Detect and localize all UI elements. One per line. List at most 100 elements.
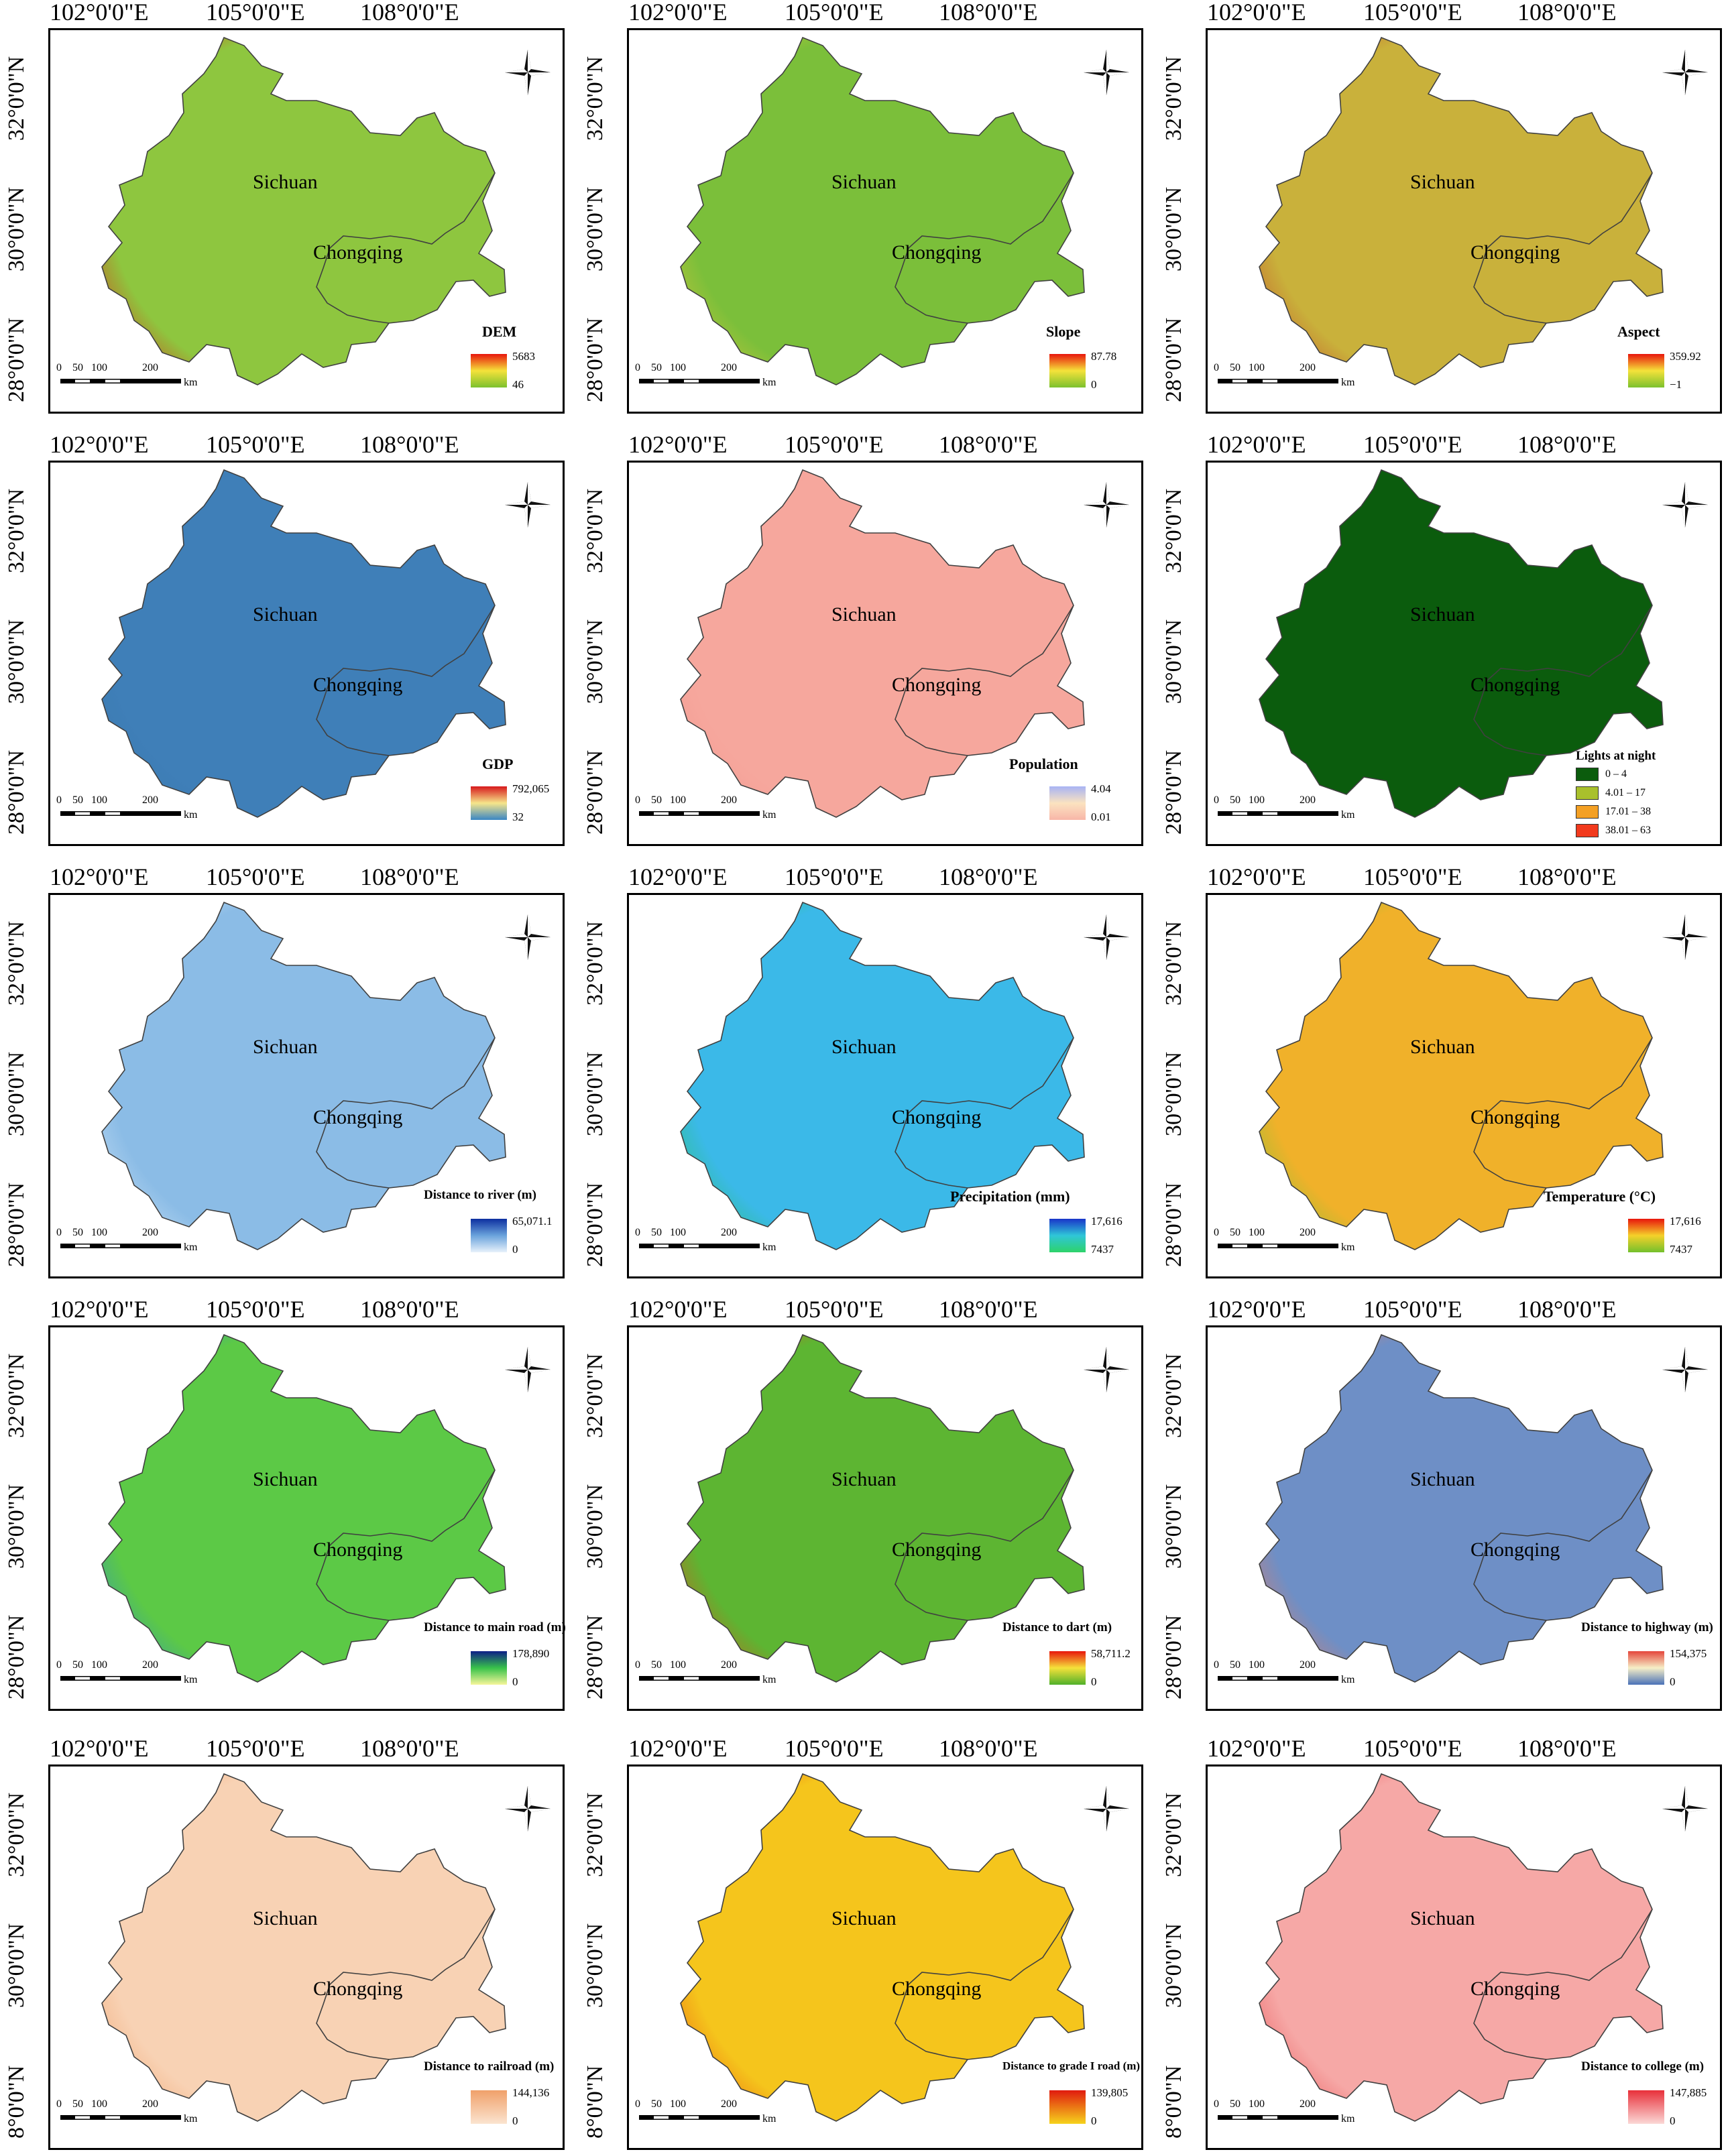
map-canvas (60, 1333, 551, 1683)
province-shape (680, 1333, 1085, 1683)
scale-tick-label: 100 (670, 1659, 686, 1671)
legend-min-value: 32 (512, 811, 524, 823)
map-panel-highway: 102°0'0"E 105°0'0"E 108°0'0"E 32°0'0"N 30°0'… (1161, 1297, 1722, 1711)
region-label-chongqing: Chongqing (1470, 1978, 1560, 2000)
lon-tick-label: 102°0'0"E (50, 0, 149, 25)
lon-tick-label: 102°0'0"E (1207, 1735, 1306, 1762)
lon-tick-label: 108°0'0"E (939, 0, 1038, 25)
scale-tick-label: 50 (651, 1227, 662, 1238)
map-panel-gdp: 102°0'0"E 105°0'0"E 108°0'0"E 32°0'0"N 30°0'… (4, 431, 565, 846)
legend-max-value: 58,711.2 (1091, 1647, 1131, 1660)
scale-tick-label: 200 (721, 1227, 737, 1238)
scale-bar (639, 811, 760, 816)
scale-tick-label: 100 (670, 2098, 686, 2110)
map-canvas (60, 901, 551, 1250)
legend-title: Distance to railroad (m) (424, 2059, 555, 2074)
scale-tick-label: 200 (721, 1659, 737, 1671)
scale-tick-label: 50 (651, 1659, 662, 1671)
scale-bar (639, 379, 760, 383)
scale-unit: km (762, 809, 776, 821)
lon-tick-label: 102°0'0"E (50, 431, 149, 458)
scale-tick-label: 50 (72, 794, 83, 806)
north-arrow-icon (1662, 1786, 1708, 1832)
scale-tick-label: 100 (670, 362, 686, 373)
scale-tick-label: 50 (651, 2098, 662, 2110)
legend-swatch (1576, 786, 1599, 800)
lon-tick-label: 105°0'0"E (1363, 0, 1462, 25)
region-label-sichuan: Sichuan (1410, 1907, 1475, 1929)
province-shape (101, 1773, 506, 2122)
lon-tick-label: 105°0'0"E (206, 863, 305, 890)
lon-tick-label: 105°0'0"E (206, 1735, 305, 1762)
legend-min-value: 7437 (1091, 1243, 1114, 1256)
region-label-chongqing: Chongqing (313, 674, 403, 696)
legend-color-ramp (471, 1219, 507, 1252)
scale-tick-label: 50 (1230, 1659, 1241, 1671)
legend-color-ramp (1628, 354, 1664, 387)
legend-min-value: 0 (512, 1675, 518, 1688)
scale-bar (1218, 1676, 1338, 1681)
scale-tick-label: 200 (721, 794, 737, 806)
scale-tick-label: 0 (1214, 794, 1219, 806)
map-panel-mainroad: 102°0'0"E 105°0'0"E 108°0'0"E 32°0'0"N 30°0'… (4, 1296, 566, 1711)
legend-max-value: 359.92 (1670, 350, 1701, 363)
lon-tick-label: 102°0'0"E (628, 431, 728, 458)
scale-tick-label: 200 (142, 2098, 158, 2110)
legend-category-label: 0 – 4 (1605, 768, 1627, 780)
legend-color-ramp (471, 354, 507, 387)
lon-tick-label: 102°0'0"E (50, 1296, 149, 1323)
scale-tick-label: 100 (1249, 1659, 1265, 1671)
region-label-chongqing: Chongqing (1470, 241, 1560, 263)
legend-title: Slope (1046, 323, 1081, 340)
region-label-sichuan: Sichuan (1410, 171, 1475, 193)
map-panel-dem: 102°0'0"E 105°0'0"E 108°0'0"E 32°0'0"N 30°0'… (4, 0, 565, 414)
lon-tick-label: 102°0'0"E (628, 1296, 728, 1323)
province-shape (1259, 469, 1664, 818)
legend-max-value: 17,616 (1091, 1215, 1122, 1227)
map-canvas (639, 469, 1129, 818)
scale-bar (60, 2115, 181, 2120)
scale-bar (1218, 1244, 1338, 1248)
legend-min-value: −1 (1670, 378, 1682, 391)
scale-tick-label: 100 (91, 1659, 107, 1671)
map-panel-dart: 102°0'0"E 105°0'0"E 108°0'0"E 32°0'0"N 30°0'… (583, 1296, 1143, 1711)
scale-tick-label: 200 (142, 1659, 158, 1671)
region-label-sichuan: Sichuan (253, 1468, 318, 1490)
legend-swatch (1576, 768, 1599, 781)
map-panel-slope: 102°0'0"E 105°0'0"E 108°0'0"E 32°0'0"N 30°0'… (583, 0, 1143, 414)
scale-tick-label: 0 (1214, 362, 1219, 373)
legend-category-label: 38.01 – 63 (1605, 825, 1651, 836)
north-arrow-icon (1084, 1347, 1129, 1392)
scale-tick-label: 50 (1230, 362, 1241, 373)
scale-unit: km (1341, 1674, 1355, 1685)
region-label-sichuan: Sichuan (253, 1036, 318, 1058)
scale-tick-label: 0 (1214, 1227, 1219, 1238)
region-label-chongqing: Chongqing (892, 1539, 982, 1561)
chongqing-boundary (895, 1470, 1074, 1621)
chongqing-boundary (895, 172, 1074, 324)
lon-tick-label: 108°0'0"E (360, 863, 459, 890)
scale-unit: km (762, 1674, 776, 1685)
map-canvas (1218, 901, 1708, 1250)
scale-bar (60, 1244, 181, 1248)
scale-tick-label: 200 (1300, 1227, 1316, 1238)
north-arrow-icon (505, 1786, 551, 1832)
legend-max-value: 4.04 (1091, 782, 1111, 795)
map-canvas (60, 1773, 551, 2122)
scale-tick-label: 50 (651, 362, 662, 373)
lon-tick-label: 105°0'0"E (1363, 1735, 1462, 1762)
north-arrow-icon (1662, 914, 1708, 960)
map-canvas (639, 1333, 1129, 1683)
legend-color-ramp (471, 1651, 507, 1685)
legend-max-value: 792,065 (512, 782, 550, 795)
map-canvas (1218, 36, 1708, 385)
chongqing-boundary (1473, 605, 1653, 756)
legend-min-value: 0 (1670, 1675, 1676, 1688)
north-arrow-icon (505, 1347, 551, 1392)
region-label-sichuan: Sichuan (253, 171, 318, 193)
legend-title: Distance to college (m) (1581, 2059, 1705, 2074)
region-label-sichuan: Sichuan (831, 171, 897, 193)
region-label-sichuan: Sichuan (253, 603, 318, 625)
lon-tick-label: 102°0'0"E (628, 0, 728, 25)
legend-title: DEM (482, 323, 517, 340)
